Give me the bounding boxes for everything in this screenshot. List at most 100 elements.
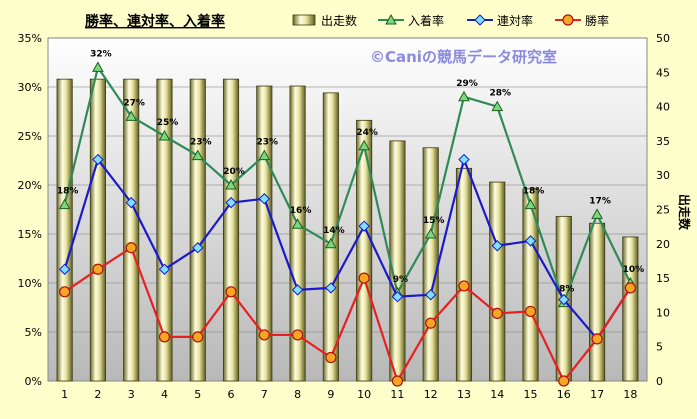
line-point-diamond [491,240,503,252]
bar [389,140,406,382]
x-tick-label: 8 [294,388,301,401]
line-point-diamond [158,263,171,275]
line-point-diamond [558,293,570,306]
series-line [63,155,632,341]
data-label: 25% [157,118,179,128]
legend-label: 勝率 [585,13,609,28]
data-label: 18% [57,187,79,197]
line-point-circle [291,329,304,341]
line-point-triangle [524,198,537,210]
x-tick-label: 6 [228,388,235,401]
y-left-tick-label: 35% [18,32,42,45]
line-point-diamond [474,14,486,26]
line-point-triangle [385,13,397,25]
y-right-tick-label: 25 [656,204,670,217]
x-tick-label: 2 [94,388,101,401]
line-point-circle [325,351,337,364]
y-left-tick-label: 5% [25,326,42,339]
legend-label: 連対率 [497,13,533,28]
bar [455,167,473,382]
bar [522,188,539,382]
bar [589,222,606,382]
y-right-tick-label: 15 [656,272,670,285]
line-point-circle [358,272,370,284]
y-left-tick-label: 15% [18,228,42,241]
x-tick-label: 10 [357,388,371,401]
line-point-diamond [225,196,237,209]
data-label: 28% [489,89,511,99]
y-left-tick-label: 20% [18,179,42,192]
line-point-circle [425,317,437,329]
x-tick-label: 11 [390,388,404,401]
line-point-diamond [325,282,337,294]
y-right-tick-label: 45 [656,66,670,79]
x-tick-label: 7 [261,388,268,401]
data-label: 16% [290,206,312,216]
x-tick-label: 17 [590,388,604,401]
watermark: ©Caniの競馬データ研究室 [370,48,557,66]
bar [489,181,506,382]
line-point-triangle [58,198,71,210]
data-label: 10% [623,265,645,275]
bar [89,78,106,382]
data-label: 18% [523,187,545,197]
line-point-circle [491,307,503,319]
y-right-tick-label: 40 [656,101,670,114]
y-left-tick-label: 10% [18,277,42,290]
y-right-tick-label: 5 [656,341,663,354]
y-right-tick-label: 35 [656,135,670,148]
y-left-tick-label: 25% [18,130,42,143]
data-label: 24% [356,128,378,138]
line-point-triangle [358,139,370,151]
bar [123,78,140,382]
line-point-triangle [225,178,237,190]
y-right-tick-label: 20 [656,238,670,251]
line-point-circle [158,331,171,343]
series-入着率 [58,61,637,308]
line-point-circle [524,305,537,318]
bar [156,78,173,382]
series-勝率 [59,242,636,387]
line-point-circle [59,286,71,298]
line-point-triangle [125,110,138,121]
data-label: 14% [323,226,345,236]
line-point-diamond [391,291,404,303]
y-right-axis-label: 出走数 [677,194,692,231]
line-point-triangle [325,237,337,249]
bar [56,78,73,382]
line-point-triangle [591,208,603,219]
line-point-circle [624,282,636,294]
line-point-diamond [424,289,437,301]
line-point-diamond [92,153,104,166]
data-label: 20% [223,167,245,177]
bar [422,147,439,382]
data-label: 23% [190,138,212,148]
x-tick-label: 14 [490,388,504,401]
y-right-tick-label: 0 [656,375,663,388]
data-label: 8% [559,285,574,295]
y-left-tick-label: 0% [25,375,42,388]
line-point-diamond [125,196,137,209]
legend: 出走数 入着率 連対率 勝率 [292,13,609,28]
bar [222,78,240,382]
x-tick-label: 1 [61,388,68,401]
data-label: 27% [123,98,145,108]
y-right-tick-label: 30 [656,169,670,182]
plot-area-background [47,37,648,382]
legend-label: 出走数 [321,13,357,28]
line-point-diamond [258,193,271,205]
line-point-triangle [92,61,104,72]
y-right-tick-label: 50 [656,32,670,45]
line-point-circle [92,263,104,275]
line-point-triangle [291,218,304,229]
data-label: 23% [257,138,279,148]
series-line [63,64,632,306]
data-label: 29% [456,79,478,89]
line-point-circle [591,333,603,345]
line-point-diamond [524,235,537,247]
legend-swatch-bar [292,14,316,26]
x-tick-label: 18 [623,388,637,401]
y-right-tick-label: 10 [656,306,670,319]
chart-title: 勝率、連対率、入着率 [85,13,225,30]
